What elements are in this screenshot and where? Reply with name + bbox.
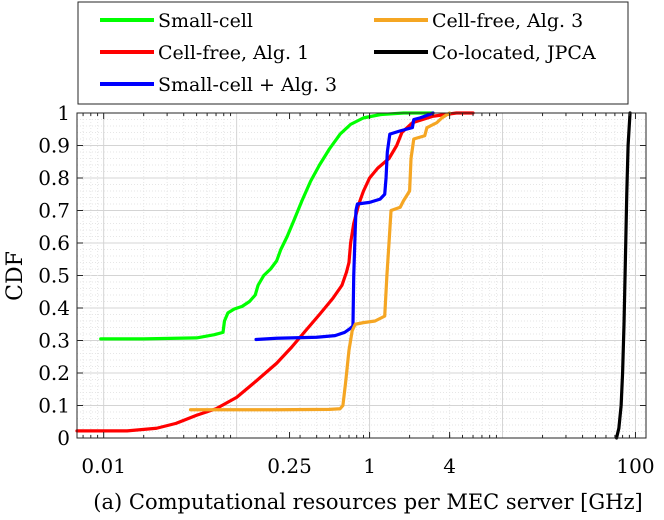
- legend-label-co-located-jpca: Co-located, JPCA: [432, 42, 596, 64]
- x-tick-label: 0.25: [267, 454, 312, 478]
- legend: Small-cell Cell-free, Alg. 1 Small-cell …: [77, 1, 629, 105]
- legend-entry-cell-free-alg1: Cell-free, Alg. 1: [100, 42, 309, 64]
- y-tick-label: 0.1: [38, 394, 70, 418]
- y-axis-label: CDF: [3, 251, 28, 301]
- legend-label-cell-free-alg1: Cell-free, Alg. 1: [158, 42, 309, 64]
- legend-entry-small-cell: Small-cell: [100, 10, 253, 32]
- legend-box: [77, 1, 629, 105]
- x-axis-label: (a) Computational resources per MEC serv…: [93, 490, 642, 514]
- y-tick-label: 0.8: [38, 166, 70, 190]
- legend-label-small-cell-alg3: Small-cell + Alg. 3: [158, 74, 337, 96]
- series-line-small-cell-alg-3: [254, 111, 435, 342]
- y-tick-label: 0.9: [38, 134, 70, 158]
- series-line-small-cell: [99, 111, 435, 341]
- legend-entry-cell-free-alg3: Cell-free, Alg. 3: [374, 10, 583, 32]
- y-tick-label: 0: [57, 426, 70, 450]
- legend-label-cell-free-alg3: Cell-free, Alg. 3: [432, 10, 583, 32]
- axis-ticks: 0 0.1 0.2 0.3 0.4 0.5 0.6 0.7 0.8 0.9 1 0.01 0.25 1 4 1…: [38, 101, 654, 478]
- y-tick-label: 0.4: [38, 296, 70, 320]
- series-line-cell-free-alg-3: [188, 111, 452, 412]
- legend-label-small-cell: Small-cell: [158, 10, 253, 32]
- x-tick-label: 100: [616, 454, 654, 478]
- plot-area: 0 0.1 0.2 0.3 0.4 0.5 0.6 0.7 0.8 0.9 1 0.01 0.25 1 4 1…: [38, 101, 654, 478]
- x-tick-label: 0.01: [81, 454, 126, 478]
- y-tick-label: 0.6: [38, 231, 70, 255]
- y-tick-label: 1: [57, 101, 70, 125]
- series-line-co-located-jpca: [614, 111, 632, 440]
- x-tick-label: 1: [363, 454, 376, 478]
- y-tick-label: 0.7: [38, 199, 70, 223]
- grid: [77, 113, 646, 438]
- y-tick-label: 0.2: [38, 361, 70, 385]
- y-tick-label: 0.3: [38, 329, 70, 353]
- series-lines: [75, 111, 632, 440]
- legend-entry-co-located-jpca: Co-located, JPCA: [374, 42, 596, 64]
- legend-entry-small-cell-alg3: Small-cell + Alg. 3: [100, 74, 337, 96]
- x-tick-label: 4: [443, 454, 456, 478]
- y-tick-label: 0.5: [38, 264, 70, 288]
